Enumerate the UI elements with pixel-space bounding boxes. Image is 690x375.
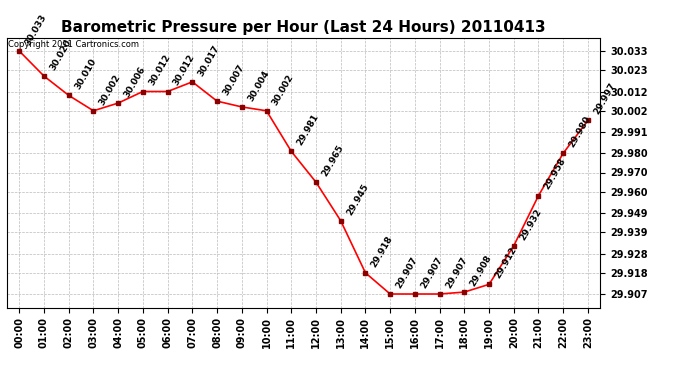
Text: 29.918: 29.918 xyxy=(370,234,395,268)
Text: 29.912: 29.912 xyxy=(493,246,518,280)
Text: 29.981: 29.981 xyxy=(295,112,321,147)
Text: 30.004: 30.004 xyxy=(246,69,271,103)
Text: 30.010: 30.010 xyxy=(73,57,98,91)
Text: 29.907: 29.907 xyxy=(419,255,444,290)
Text: 30.006: 30.006 xyxy=(122,65,147,99)
Text: 29.932: 29.932 xyxy=(518,207,543,242)
Text: 29.958: 29.958 xyxy=(542,157,568,192)
Text: 29.997: 29.997 xyxy=(592,81,618,116)
Text: 30.012: 30.012 xyxy=(147,53,172,87)
Text: 30.012: 30.012 xyxy=(172,53,197,87)
Text: 29.945: 29.945 xyxy=(345,182,370,216)
Title: Barometric Pressure per Hour (Last 24 Hours) 20110413: Barometric Pressure per Hour (Last 24 Ho… xyxy=(61,20,546,35)
Text: 30.020: 30.020 xyxy=(48,38,73,72)
Text: 30.007: 30.007 xyxy=(221,63,246,97)
Text: 29.980: 29.980 xyxy=(567,114,593,149)
Text: 30.002: 30.002 xyxy=(97,72,123,106)
Text: 30.033: 30.033 xyxy=(23,13,48,47)
Text: Copyright 2011 Cartronics.com: Copyright 2011 Cartronics.com xyxy=(8,40,139,49)
Text: 30.017: 30.017 xyxy=(197,44,221,78)
Text: 30.002: 30.002 xyxy=(270,72,295,106)
Text: 29.908: 29.908 xyxy=(469,253,493,288)
Text: 29.907: 29.907 xyxy=(444,255,469,290)
Text: 29.965: 29.965 xyxy=(320,143,346,178)
Text: 29.907: 29.907 xyxy=(394,255,420,290)
